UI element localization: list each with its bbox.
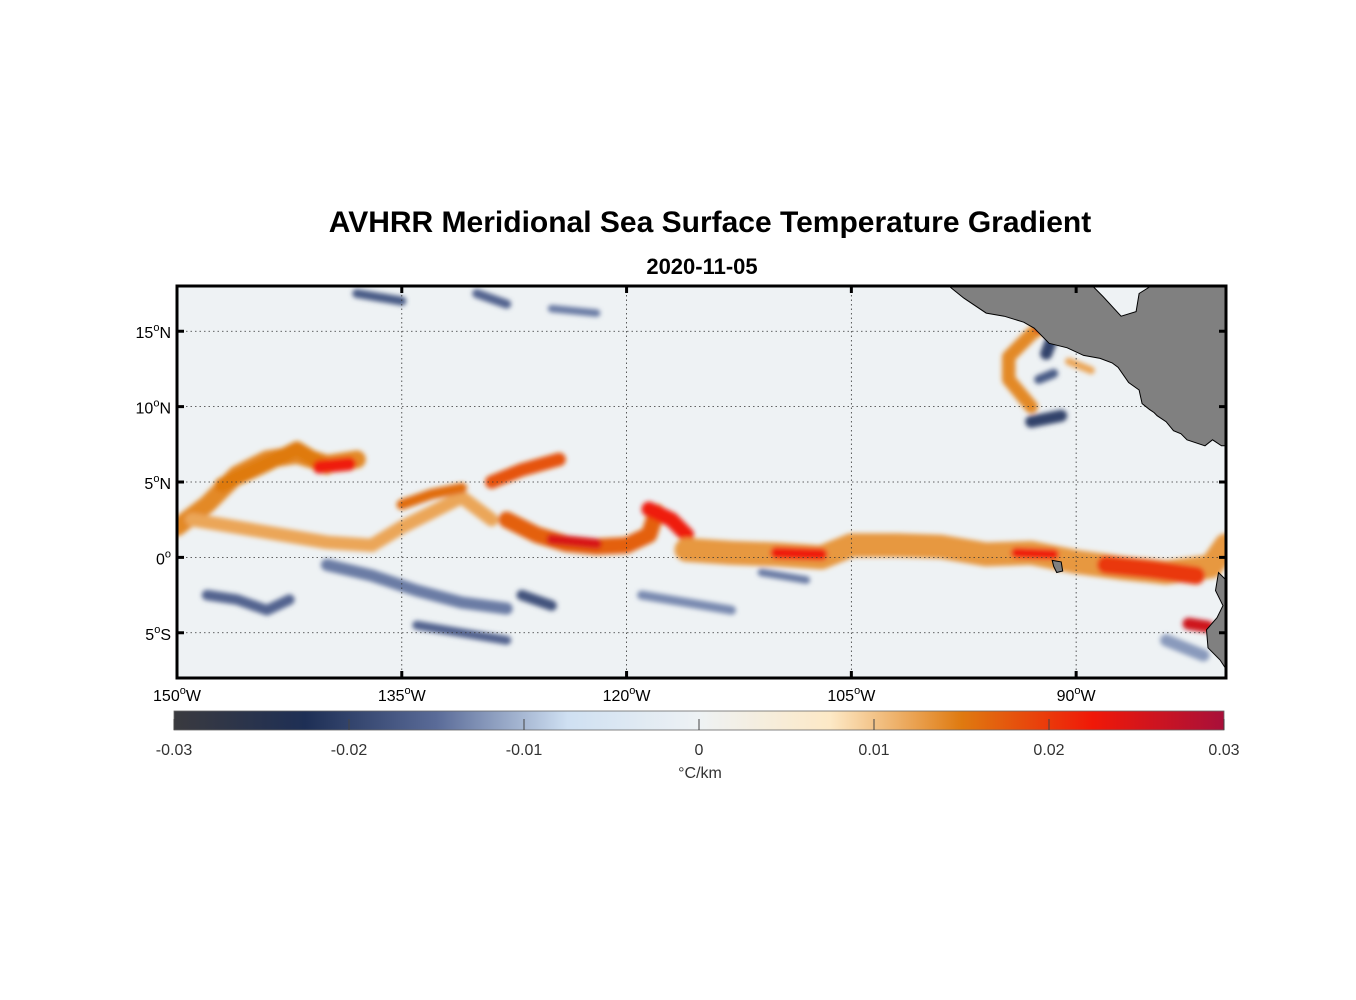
colorbar-tick-label: 0.03	[1208, 742, 1239, 759]
negative-gradient-band	[1034, 368, 1059, 384]
positive-gradient-band	[396, 482, 467, 510]
negative-gradient-band	[352, 289, 407, 306]
positive-gradient-band	[770, 546, 828, 561]
land-mass	[948, 286, 1226, 670]
negative-gradient-band	[472, 289, 512, 309]
lat-tick-label: 15oN	[136, 322, 171, 342]
lon-tick-label: 105oW	[827, 685, 876, 705]
negative-gradient-band	[757, 568, 811, 584]
lat-tick-label: 5oN	[144, 473, 171, 493]
negative-gradient-band	[516, 589, 557, 611]
lat-tick-label: 5oS	[145, 624, 171, 644]
positive-gradient-band	[484, 452, 566, 489]
axis-ticks	[175, 286, 1226, 678]
colorbar: -0.03 -0.02 -0.01 0 0.01 0.02 0.03 °C/km	[156, 710, 1240, 782]
colorbar-tick-label: 0.02	[1033, 742, 1064, 759]
negative-gradient-band	[1160, 634, 1210, 662]
positive-gradient-band	[1097, 555, 1205, 585]
positive-gradient-band	[1064, 357, 1095, 375]
negative-gradient-band	[1025, 409, 1068, 428]
lat-tick-label: 10oN	[136, 398, 171, 418]
land-polygon	[1205, 571, 1226, 670]
map-area	[177, 286, 1226, 678]
negative-gradient-band	[547, 304, 601, 317]
positive-gradient-band	[214, 441, 335, 493]
lat-tick-label: 0o	[156, 548, 171, 568]
positive-gradient-band	[312, 457, 357, 474]
lon-tick-label: 135oW	[378, 685, 427, 705]
lon-tick-label: 150oW	[153, 685, 202, 705]
positive-gradient-band	[185, 490, 499, 553]
negative-gradient-band	[637, 590, 736, 615]
latitude-tick-labels: 15oN 10oN 5oN 0o 5oS	[136, 322, 171, 644]
chart-title: AVHRR Meridional Sea Surface Temperature…	[328, 206, 1092, 239]
island-polygon	[1051, 559, 1064, 574]
colorbar-tick-label: 0	[695, 742, 704, 759]
chart-subtitle: 2020-11-05	[646, 254, 758, 279]
positive-gradient-band	[1010, 547, 1059, 560]
colorbar-tick-label: -0.03	[156, 742, 193, 759]
lon-tick-label: 120oW	[603, 685, 652, 705]
colorbar-tick-label: 0.01	[858, 742, 889, 759]
colorbar-tick-label: -0.01	[506, 742, 543, 759]
colorbar-tick-label: -0.02	[331, 742, 368, 759]
colorbar-label: °C/km	[678, 765, 722, 782]
lon-tick-label: 90oW	[1057, 685, 1097, 705]
land-polygon	[948, 286, 1226, 447]
positive-gradient-band	[1182, 617, 1214, 633]
longitude-tick-labels: 150oW 135oW 120oW 105oW 90oW	[153, 685, 1097, 705]
colorbar-ticks: -0.03 -0.02 -0.01 0 0.01 0.02 0.03	[156, 719, 1240, 759]
negative-gradient-band	[201, 589, 295, 616]
positive-gradient-band	[641, 501, 694, 543]
positive-gradient-band	[546, 534, 602, 550]
negative-gradient-band	[320, 558, 513, 615]
